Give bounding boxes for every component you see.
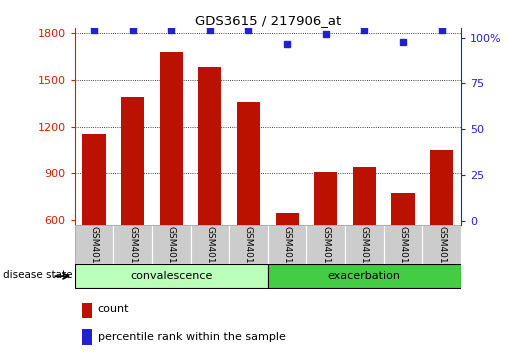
Bar <box>198 67 221 225</box>
Text: GSM401297: GSM401297 <box>244 226 253 281</box>
Bar <box>306 225 345 264</box>
Bar <box>422 225 461 264</box>
Text: count: count <box>98 304 129 314</box>
Bar <box>152 225 191 264</box>
Text: GSM401293: GSM401293 <box>167 226 176 281</box>
Bar <box>82 303 92 318</box>
Text: exacerbation: exacerbation <box>328 271 401 281</box>
Text: GSM401289: GSM401289 <box>90 226 98 281</box>
Bar <box>268 264 461 288</box>
Bar <box>191 225 229 264</box>
Bar <box>113 225 152 264</box>
Text: GSM401298: GSM401298 <box>437 226 446 281</box>
Text: GSM401296: GSM401296 <box>399 226 407 281</box>
Text: percentile rank within the sample: percentile rank within the sample <box>98 332 286 342</box>
Bar <box>384 225 422 264</box>
Bar <box>314 172 337 225</box>
Bar <box>75 225 113 264</box>
Bar <box>75 264 268 288</box>
Bar <box>82 135 106 225</box>
Bar <box>121 97 144 225</box>
Bar <box>268 225 306 264</box>
Text: GSM401291: GSM401291 <box>128 226 137 281</box>
Bar <box>229 225 268 264</box>
Text: GSM401295: GSM401295 <box>205 226 214 281</box>
Bar <box>82 329 92 345</box>
Bar <box>345 225 384 264</box>
Text: disease state: disease state <box>3 270 72 280</box>
Bar <box>160 52 183 225</box>
Text: GSM401290: GSM401290 <box>283 226 291 281</box>
Bar <box>353 167 376 225</box>
Title: GDS3615 / 217906_at: GDS3615 / 217906_at <box>195 14 341 27</box>
Bar <box>276 213 299 225</box>
Text: convalescence: convalescence <box>130 271 212 281</box>
Bar <box>391 193 415 225</box>
Bar <box>237 102 260 225</box>
Text: GSM401292: GSM401292 <box>321 226 330 281</box>
Text: GSM401294: GSM401294 <box>360 226 369 281</box>
Bar <box>430 150 453 225</box>
